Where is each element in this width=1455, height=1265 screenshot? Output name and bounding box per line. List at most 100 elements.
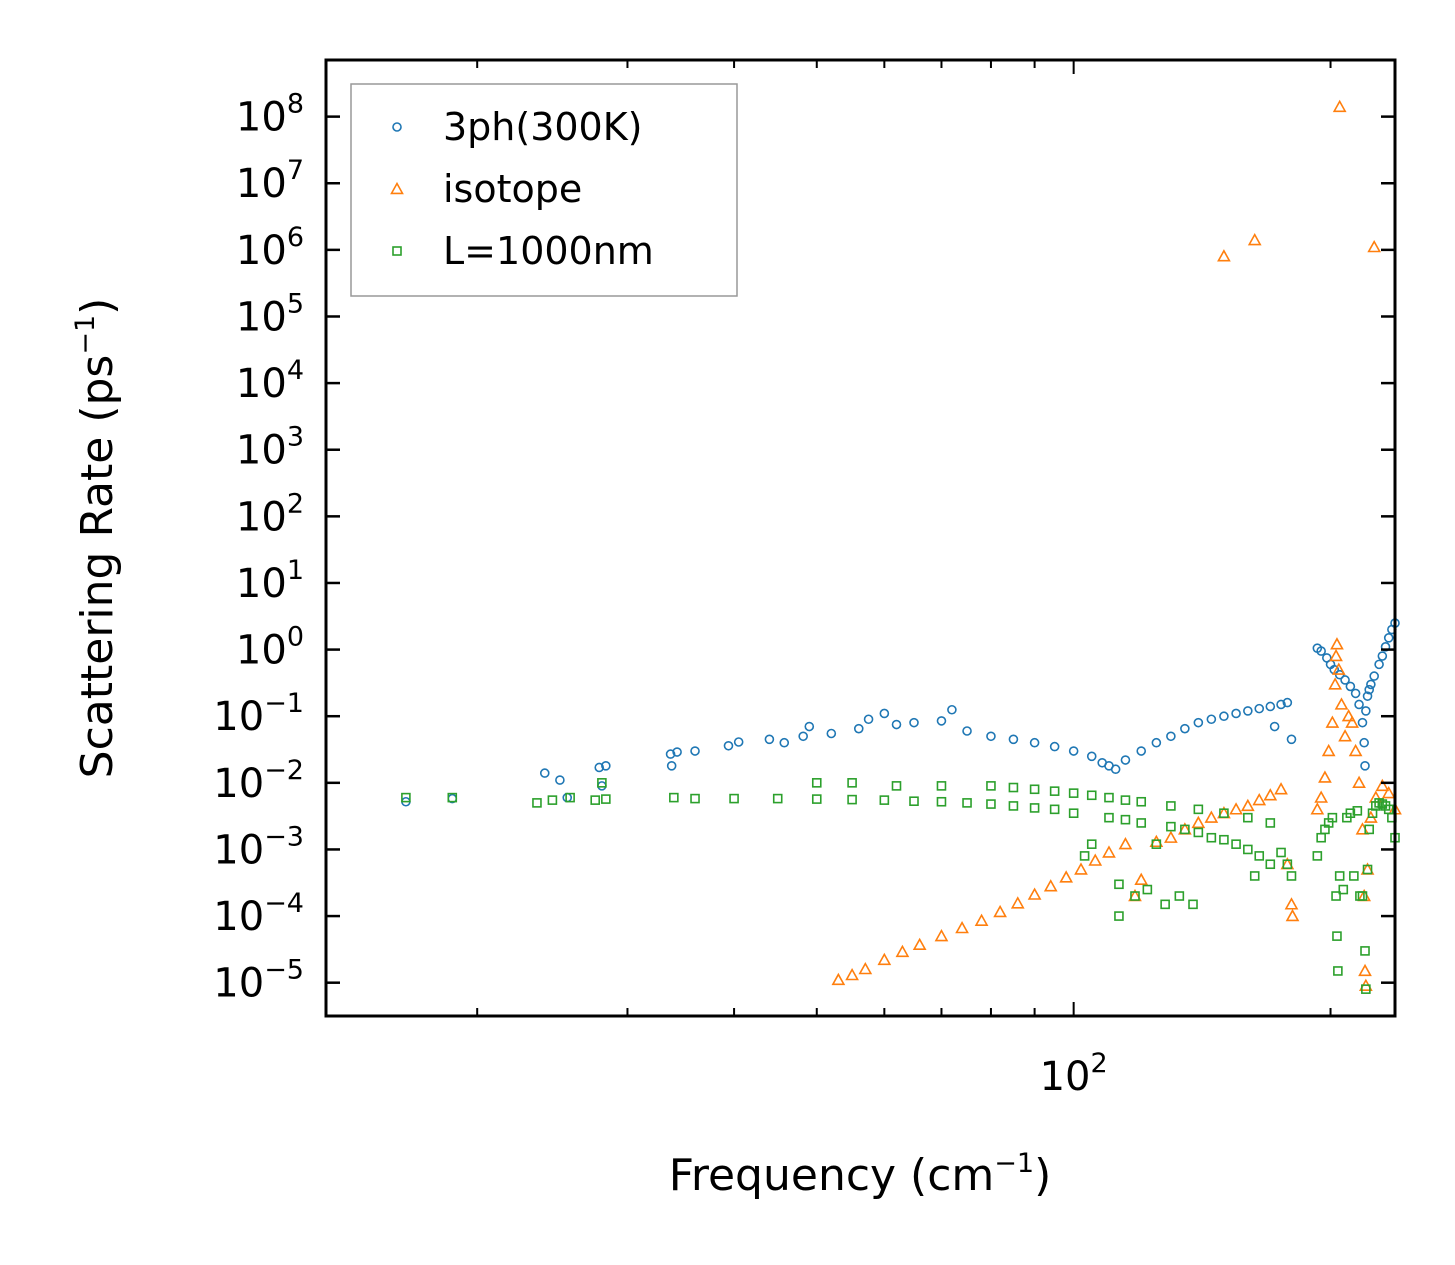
data-marks (401, 99, 1402, 994)
data-point (974, 913, 989, 926)
data-point (1352, 806, 1363, 816)
data-point (1231, 708, 1241, 719)
data-point (1151, 839, 1162, 849)
legend-frame (350, 83, 738, 297)
data-point (986, 731, 996, 742)
data-point (986, 781, 996, 791)
data-point (1142, 884, 1153, 895)
data-point (936, 796, 947, 807)
data-point (690, 793, 700, 804)
data-point (891, 719, 902, 730)
data-point (1265, 701, 1276, 712)
data-point (1049, 804, 1060, 815)
data-point (1381, 786, 1396, 799)
data-point (1276, 847, 1286, 858)
data-point (1362, 864, 1373, 875)
data-point (1136, 746, 1147, 756)
data-point (1104, 792, 1114, 803)
data-point (1284, 897, 1299, 910)
data-point (764, 734, 775, 745)
data-point (555, 775, 565, 785)
series-1 (831, 99, 1402, 991)
data-point (845, 967, 859, 981)
data-point (1364, 824, 1375, 835)
data-point (1193, 717, 1204, 728)
data-point (1369, 671, 1379, 681)
legend-item: L=1000nm (392, 229, 654, 273)
data-point (779, 737, 790, 748)
data-point (1361, 984, 1371, 994)
y-tick-label: 10−2 (213, 755, 304, 807)
data-point (1318, 770, 1332, 783)
data-point (601, 794, 611, 804)
data-point (1110, 764, 1121, 775)
legend-marker (392, 122, 402, 132)
data-point (1333, 966, 1343, 976)
data-point (1206, 832, 1217, 843)
data-point (1029, 803, 1040, 813)
data-point (1350, 688, 1361, 699)
data-point (1357, 891, 1368, 901)
data-point (1130, 891, 1140, 901)
data-point (1160, 899, 1170, 910)
data-point (1252, 792, 1267, 806)
data-point (1352, 775, 1366, 789)
data-point (1219, 834, 1229, 845)
data-point (1312, 851, 1323, 861)
y-tick-label: 104 (236, 355, 304, 407)
data-point (1217, 249, 1231, 262)
data-point (1086, 839, 1097, 849)
data-point (1334, 871, 1345, 881)
data-point (1341, 709, 1356, 722)
data-point (1243, 812, 1253, 823)
legend-label: isotope (443, 167, 582, 211)
data-point (1086, 790, 1097, 801)
data-point (1340, 675, 1350, 685)
data-point (669, 792, 679, 803)
data-point (1362, 691, 1373, 701)
data-point (826, 728, 837, 739)
data-point (1068, 788, 1079, 798)
data-point (1166, 801, 1176, 811)
data-point (1348, 743, 1363, 757)
legend-item: 3ph(300K) (392, 105, 642, 149)
data-point (1345, 808, 1356, 819)
data-point (1151, 737, 1162, 748)
legend-marker (392, 246, 402, 256)
data-point (547, 795, 558, 805)
data-point (565, 792, 575, 803)
data-point (1243, 706, 1253, 716)
data-point (1029, 737, 1040, 748)
data-point (1276, 699, 1286, 710)
data-point (1332, 931, 1342, 941)
data-point (1102, 845, 1116, 858)
data-point (1240, 798, 1255, 812)
data-point (877, 952, 892, 966)
data-point (853, 723, 864, 734)
data-point (1331, 891, 1341, 901)
legend-item: isotope (390, 167, 582, 211)
data-point (1164, 830, 1178, 843)
data-point (1286, 734, 1297, 745)
data-point (1149, 834, 1164, 848)
data-point (909, 796, 919, 806)
data-point (909, 717, 919, 728)
data-point (1049, 786, 1060, 796)
data-point (1310, 802, 1325, 815)
data-point (1325, 715, 1340, 728)
data-point (936, 716, 947, 726)
data-point (811, 778, 822, 788)
y-tick-label: 105 (236, 288, 304, 340)
data-point (772, 793, 783, 804)
data-point (597, 778, 607, 788)
data-point (1204, 810, 1219, 823)
y-tick-label: 10−1 (213, 688, 304, 740)
y-tick-label: 10−5 (213, 955, 304, 1007)
data-point (798, 731, 808, 742)
y-tick-label: 101 (236, 555, 304, 607)
data-point (912, 937, 927, 951)
data-point (1008, 801, 1019, 811)
data-point (1349, 871, 1359, 881)
data-point (1231, 839, 1241, 849)
